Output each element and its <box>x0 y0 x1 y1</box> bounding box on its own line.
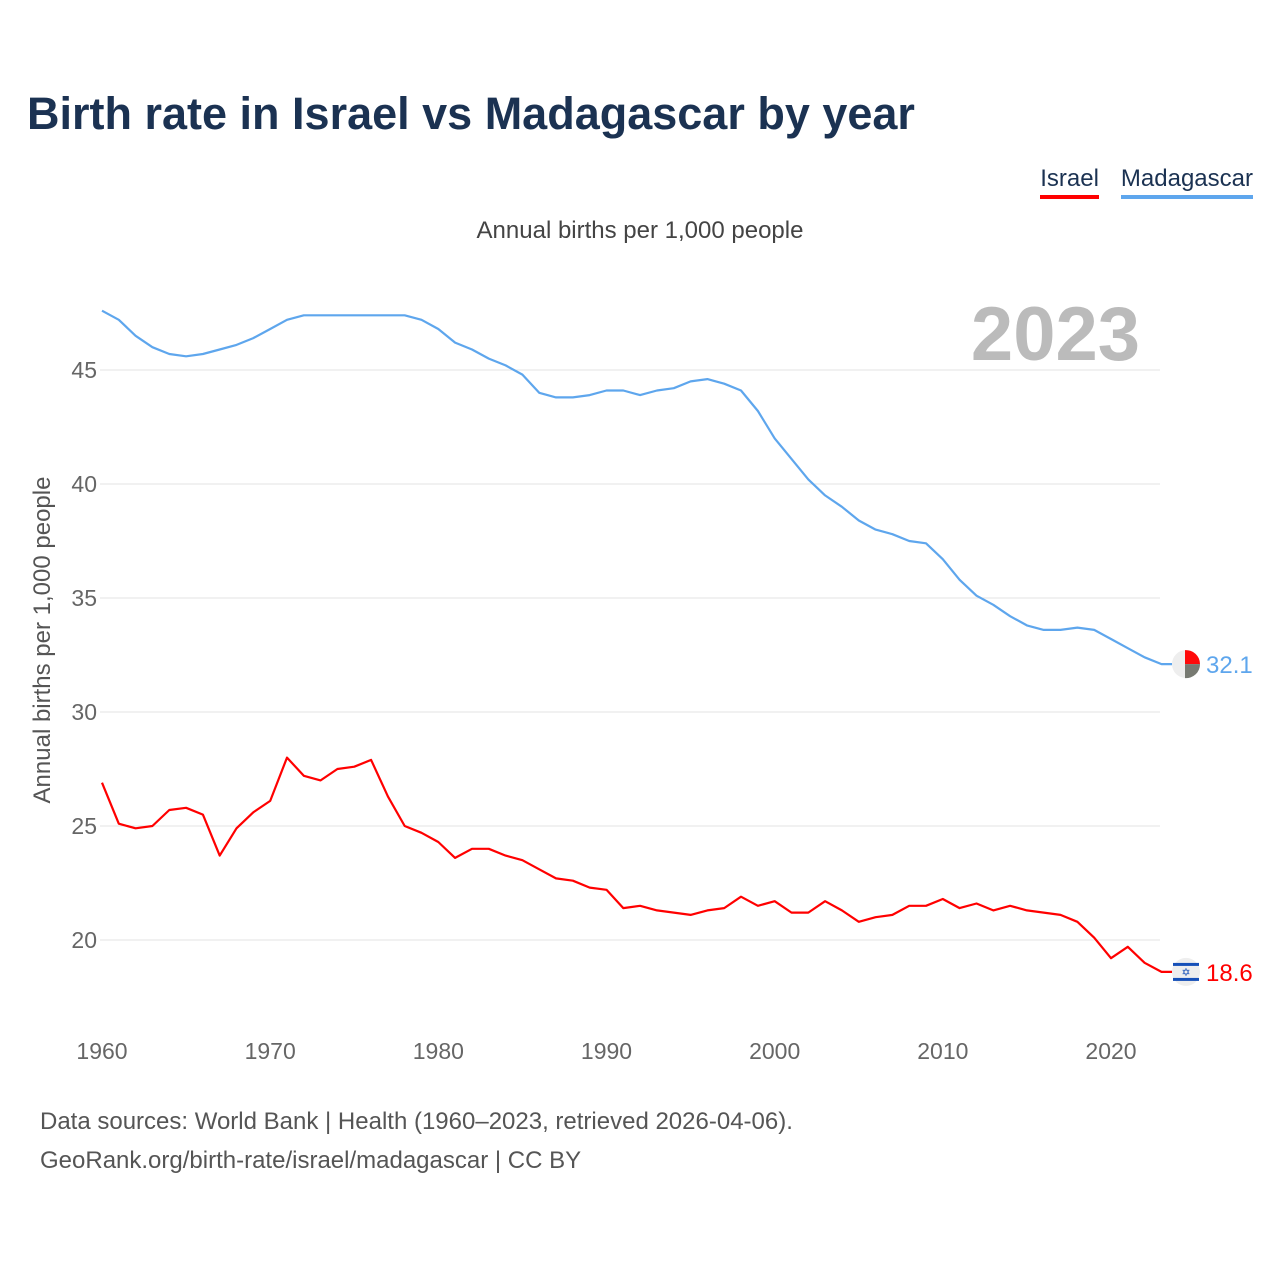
x-tick-label: 1970 <box>245 1038 296 1064</box>
source-line: Data sources: World Bank | Health (1960–… <box>40 1108 793 1135</box>
x-tick-label: 1960 <box>76 1038 127 1064</box>
url-line[interactable]: GeoRank.org/birth-rate/israel/madagascar… <box>40 1147 582 1174</box>
flag-red-quarter <box>1185 650 1200 665</box>
y-tick-label: 35 <box>71 585 97 611</box>
x-tick-label: 2020 <box>1085 1038 1136 1064</box>
end-value-label: 18.6 <box>1206 960 1253 987</box>
legend-item-madagascar[interactable]: Madagascar <box>1120 165 1253 199</box>
flag-stripe <box>1173 962 1199 966</box>
legend: Israel Madagascar <box>1040 165 1253 199</box>
star-of-david-icon: ✡ <box>1181 967 1190 979</box>
legend-item-israel[interactable]: Israel <box>1040 165 1099 199</box>
y-tick-label: 40 <box>71 471 97 497</box>
y-tick-label: 25 <box>71 813 97 839</box>
chart-subtitle: Annual births per 1,000 people <box>476 217 804 244</box>
y-tick-label: 45 <box>71 357 97 383</box>
series-line-madagascar <box>101 309 1172 666</box>
chart-title: Birth rate in Israel vs Madagascar by ye… <box>27 88 915 139</box>
y-tick-label: 30 <box>71 699 97 725</box>
end-value-label: 32.1 <box>1206 652 1253 679</box>
x-tick-label: 2010 <box>917 1038 968 1064</box>
year-label: 2023 <box>971 292 1140 377</box>
flag-green-quarter <box>1185 664 1201 679</box>
flag-stripe <box>1173 977 1199 981</box>
x-tick-label: 1980 <box>413 1038 464 1064</box>
y-tick-label: 20 <box>71 927 97 953</box>
x-tick-label: 1990 <box>581 1038 632 1064</box>
x-tick-label: 2000 <box>749 1038 800 1064</box>
series-line-israel <box>100 756 1172 974</box>
